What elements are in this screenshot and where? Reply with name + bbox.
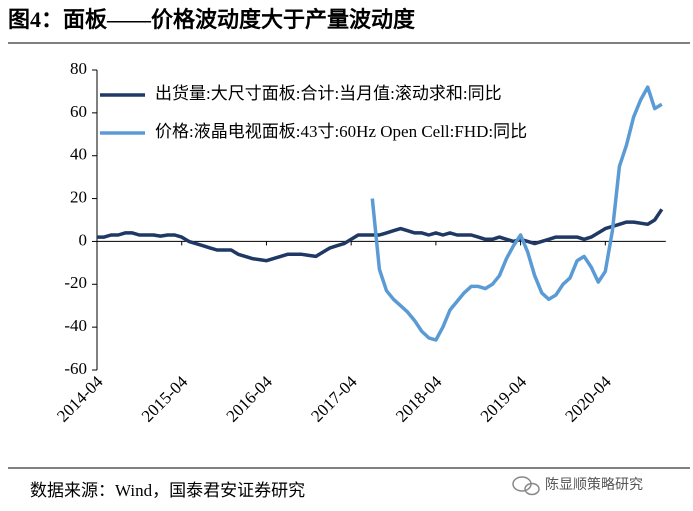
x-tick-label: 2016-04 [223,372,277,426]
x-tick-label: 2014-04 [53,372,107,426]
source: 数据来源：Wind，国泰君安证券研究 [30,481,305,500]
y-tick-label: 40 [70,145,87,164]
y-tick-label: 80 [70,59,87,78]
series-line [97,208,664,263]
watermark-icon [512,476,540,496]
x-tick-label: 2017-04 [307,372,361,426]
y-tick-label: -40 [64,316,87,335]
y-tick-label: -20 [64,273,87,292]
x-tick-label: 2018-04 [392,372,446,426]
y-tick-label: 60 [70,102,87,121]
chart-title: 图4：面板——价格波动度大于产量波动度 [8,7,416,32]
legend-label: 价格:液晶电视面板:43寸:60Hz Open Cell:FHD:同比 [155,122,527,141]
series-line [370,85,663,342]
x-tick-label: 2020-04 [561,372,615,426]
y-tick-label: -60 [64,359,87,378]
x-tick-label: 2015-04 [138,372,192,426]
x-tick-label: 2019-04 [477,372,531,426]
legend-label: 出货量:大尺寸面板:合计:当月值:滚动求和:同比 [155,84,502,103]
watermark: 陈显顺策略研究 [545,476,643,493]
y-tick-label: 0 [79,230,88,249]
y-tick-label: 20 [70,187,87,206]
